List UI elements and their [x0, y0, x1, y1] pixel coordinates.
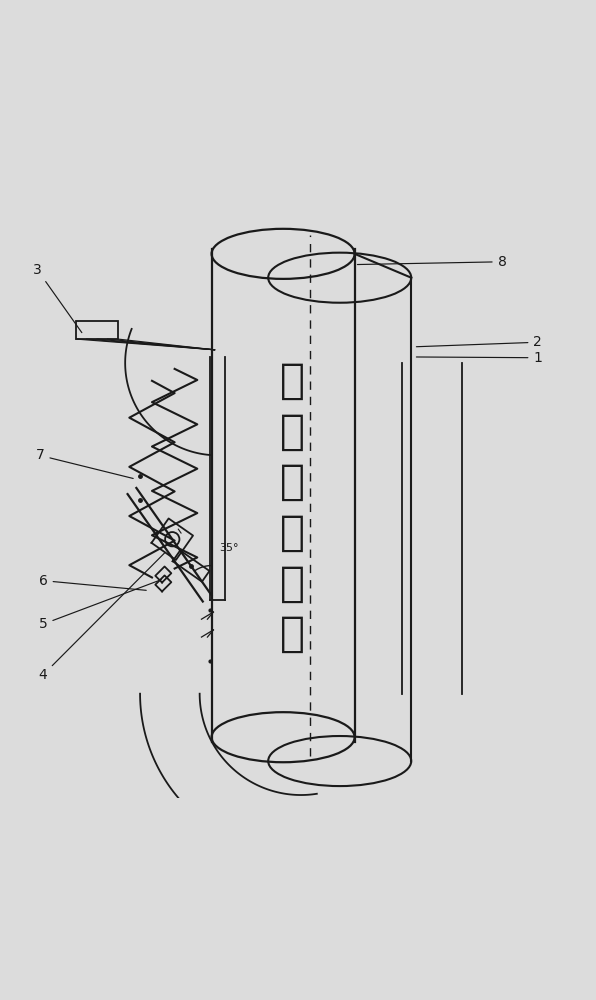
Text: 7: 7: [36, 448, 133, 478]
Text: 1: 1: [417, 351, 542, 365]
Text: 5: 5: [39, 580, 162, 631]
Text: 器: 器: [280, 613, 305, 655]
Text: 反: 反: [280, 512, 305, 554]
Bar: [76, 321, 118, 339]
Text: 6: 6: [39, 574, 146, 590]
Text: 8: 8: [358, 255, 507, 269]
Text: 升: 升: [280, 410, 305, 452]
Text: 3: 3: [33, 263, 82, 333]
Text: 4: 4: [39, 553, 165, 682]
Text: 2: 2: [417, 335, 542, 349]
Text: 应: 应: [280, 562, 305, 604]
Text: 35°: 35°: [219, 543, 238, 553]
Text: 管: 管: [280, 461, 305, 503]
Text: 提: 提: [280, 360, 305, 402]
